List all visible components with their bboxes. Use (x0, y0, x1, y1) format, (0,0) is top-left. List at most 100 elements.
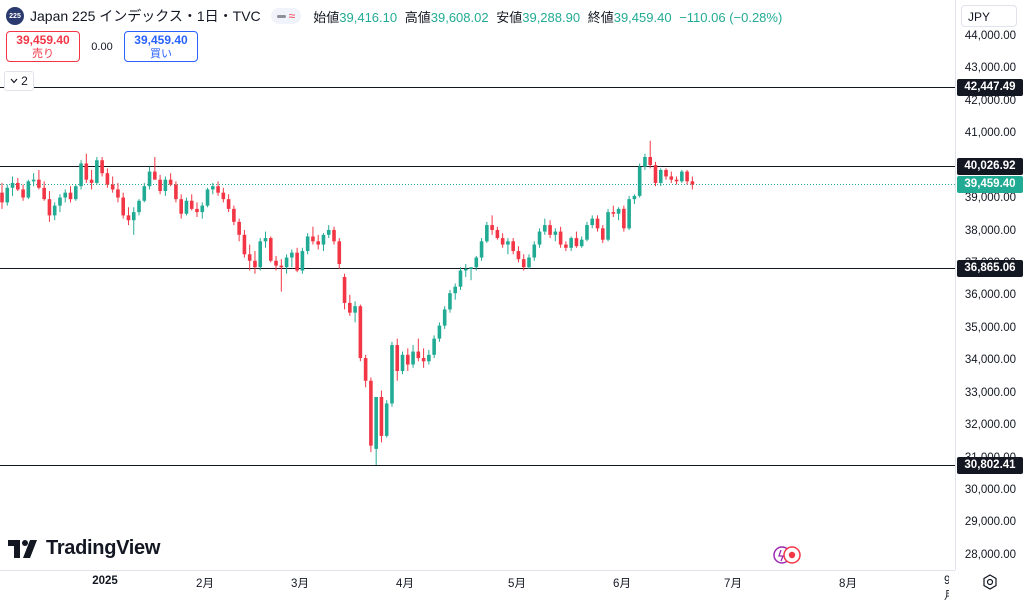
buy-price: 39,459.40 (134, 32, 188, 47)
candle (184, 197, 189, 216)
candle (89, 169, 94, 190)
price-tick-label: 39,000.00 (964, 192, 1017, 205)
candle-body (405, 354, 410, 365)
settings-icon[interactable] (982, 574, 998, 590)
candle-body (558, 231, 563, 245)
price-tick-label: 44,000.00 (964, 30, 1017, 42)
price-axis[interactable]: 44,000.00 43,000.00 42,000.00 41,000.00 40,0… (955, 0, 1024, 570)
symbol-logo-icon[interactable]: 225 (6, 7, 24, 25)
candle (121, 192, 126, 219)
time-axis[interactable]: 2025 2月 3月 4月 5月 6月 7月 8月 9月 (0, 570, 955, 602)
candle (274, 255, 278, 271)
eye-icon[interactable] (276, 14, 286, 18)
level-price-tag[interactable]: 40,026.92 (957, 157, 1023, 175)
symbol-title[interactable]: Japan 225 インデックス・1日・TVC (30, 8, 261, 24)
candle-body (321, 234, 326, 245)
candle (411, 345, 415, 368)
buy-button[interactable]: 39,459.40 買い (124, 31, 198, 62)
candle-body (73, 186, 78, 200)
candle (453, 283, 458, 300)
candle (84, 153, 89, 183)
candle (680, 169, 684, 183)
candle-body (158, 179, 162, 192)
candle-body (21, 189, 25, 198)
candle-body (116, 189, 120, 198)
candle (564, 241, 568, 252)
candle-body (506, 241, 510, 245)
candle-body (295, 252, 299, 271)
sell-button[interactable]: 39,459.40 売り (6, 31, 80, 62)
change-value: −110.06 (−0.28%) (679, 9, 783, 25)
candle-body (142, 186, 147, 201)
candle-body (258, 241, 263, 268)
candle-body (332, 229, 336, 242)
close-value: 39,459.40 (613, 9, 672, 25)
candle (105, 168, 110, 188)
candle-body (358, 306, 363, 359)
candle-body (416, 351, 421, 359)
level-price-tag[interactable]: 30,802.41 (957, 456, 1023, 474)
candle-body (490, 225, 494, 230)
tradingview-logo[interactable]: TradingView (8, 537, 160, 560)
candle (16, 178, 20, 192)
chart-area[interactable] (0, 0, 955, 570)
candle (384, 400, 389, 438)
candle-body (68, 192, 73, 200)
candle-body (105, 173, 110, 185)
candle-body (189, 200, 194, 209)
candle (442, 306, 447, 329)
candle (168, 173, 173, 187)
sell-price: 39,459.40 (16, 32, 70, 47)
candle-body (10, 182, 15, 188)
candle (616, 207, 621, 221)
candle (358, 304, 363, 362)
candle-body (595, 218, 600, 229)
candle (305, 233, 310, 255)
events-markers[interactable] (772, 545, 808, 565)
level-price-tag[interactable]: 42,447.49 (957, 79, 1023, 97)
visibility-toggle[interactable]: ≈ (270, 8, 302, 24)
candle-body (153, 171, 157, 180)
candle-body (669, 176, 674, 180)
candle (353, 301, 357, 323)
candle (263, 231, 268, 248)
level-price-tag[interactable]: 36,865.06 (957, 260, 1023, 278)
candle-body (564, 244, 568, 248)
candle-body (316, 241, 320, 245)
candle (674, 176, 679, 185)
candle-body (658, 169, 663, 183)
candlestick-plot[interactable] (0, 0, 955, 570)
candle (237, 218, 241, 242)
candle (432, 335, 436, 359)
candle-body (543, 225, 547, 232)
time-tick-label: 5月 (508, 578, 526, 590)
candle-body (279, 265, 284, 268)
candle-body (437, 325, 442, 339)
last-price-tag[interactable]: 39,459.40 (957, 176, 1023, 194)
candle-body (606, 212, 610, 240)
candle (637, 163, 642, 198)
candle-body (637, 166, 642, 196)
candle (590, 215, 595, 229)
currency-selector[interactable]: JPY (961, 5, 1017, 27)
candle (137, 199, 141, 216)
candle-body (242, 234, 247, 255)
candle (31, 173, 36, 187)
candle (221, 187, 226, 203)
candle-body (147, 171, 152, 187)
candle-body (384, 403, 389, 436)
candle-body (532, 244, 537, 258)
candle-body (411, 351, 415, 365)
candle-body (237, 221, 241, 235)
candle (495, 226, 500, 240)
candle (242, 229, 247, 258)
candle (332, 226, 336, 245)
indicators-collapse-button[interactable]: 2 (4, 71, 34, 91)
candle (195, 202, 199, 217)
wave-icon[interactable]: ≈ (288, 9, 296, 23)
candle (669, 171, 674, 183)
candle (416, 338, 421, 362)
candle-body (453, 286, 458, 294)
candle (543, 218, 547, 235)
candle-body (495, 229, 500, 239)
